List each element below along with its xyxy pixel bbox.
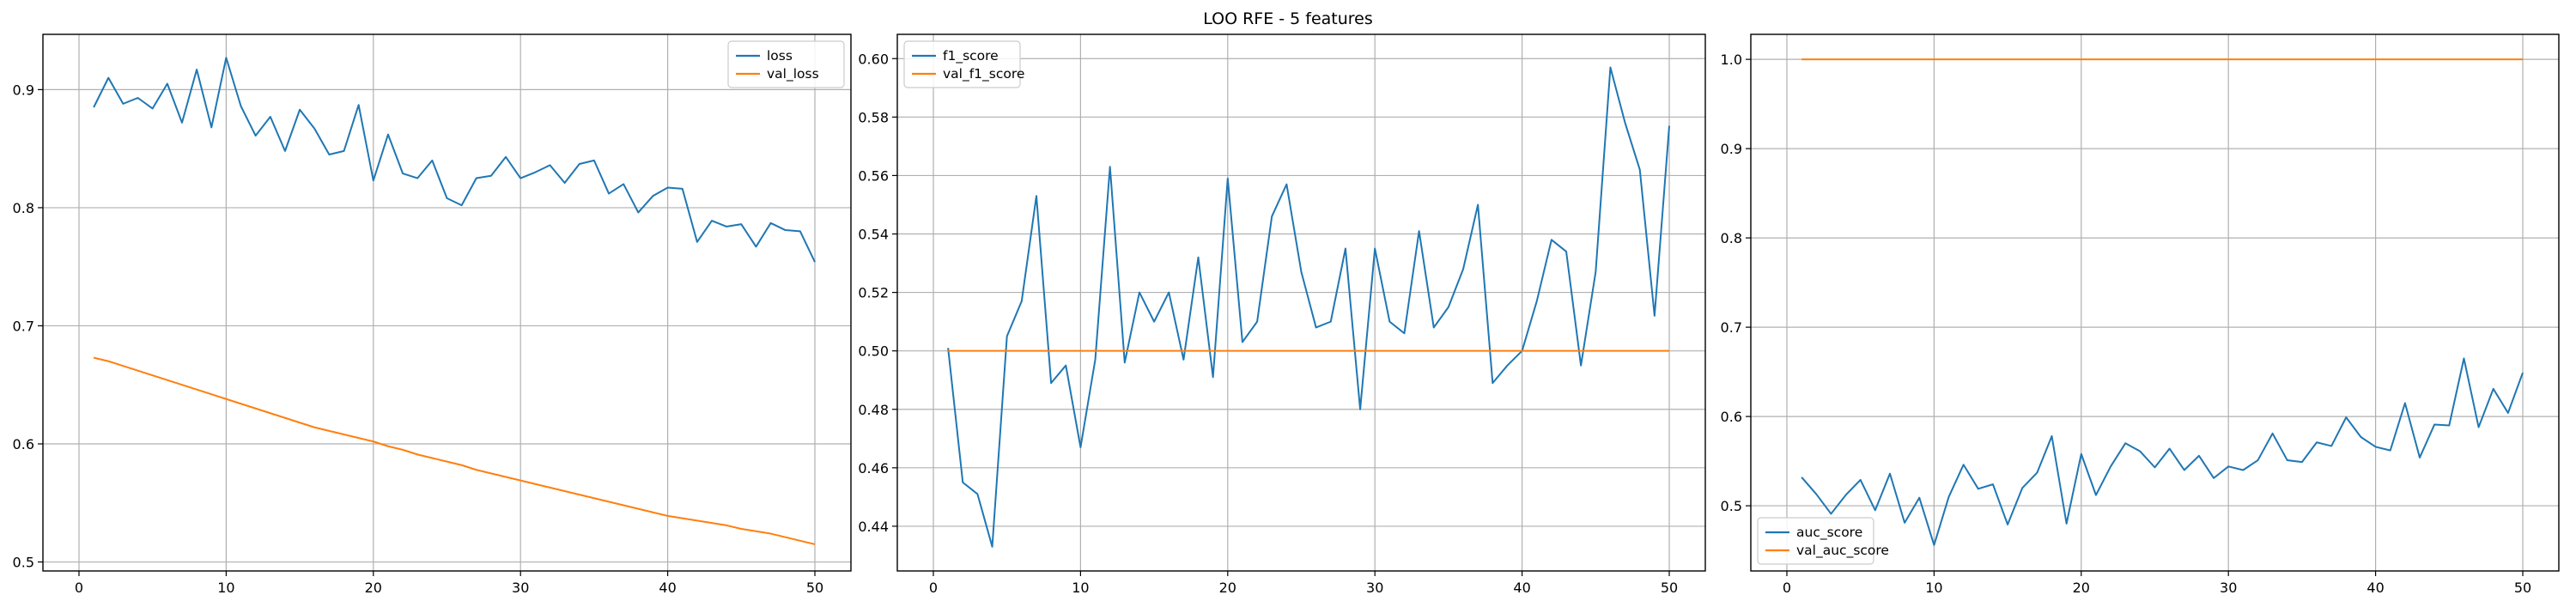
x-tick-label: 50 (806, 580, 823, 596)
x-tick-label: 0 (1783, 580, 1791, 596)
y-tick-label: 0.48 (858, 402, 889, 418)
x-tick-label: 0 (929, 580, 938, 596)
y-tick-label: 0.5 (13, 555, 34, 571)
legend-box (727, 40, 845, 88)
axes-frame (1750, 33, 2560, 572)
legend-label: f1_score (943, 48, 999, 64)
subplot-2: 0 10 20 30 40 50 0.44 0.46 0.48 0.50 0.52 0.54 0.56 0… (858, 33, 1706, 596)
y-tick-label: 0.7 (13, 318, 34, 334)
x-tick-label: 0 (75, 580, 83, 596)
legend: auc_score val_auc_score (1757, 517, 1889, 565)
legend-label: val_f1_score (943, 66, 1024, 82)
series-line-auc_score (1801, 357, 2524, 546)
y-tick-label: 0.54 (858, 227, 889, 243)
y-tick-label: 0.50 (858, 343, 889, 360)
y-tick-label: 0.7 (1721, 319, 1742, 336)
x-tick-label: 20 (2073, 580, 2090, 596)
y-tick-label: 0.8 (1721, 230, 1742, 246)
legend-label: val_loss (767, 66, 819, 82)
x-tick-label: 20 (365, 580, 382, 596)
axes-frame (42, 33, 852, 572)
y-tick-label: 0.56 (858, 167, 889, 184)
legend-label: loss (767, 48, 793, 64)
x-tick-label: 10 (217, 580, 234, 596)
y-tick-label: 1.0 (1721, 52, 1742, 68)
x-tick-label: 40 (1513, 580, 1530, 596)
x-tick-label: 30 (1366, 580, 1383, 596)
y-tick-label: 0.9 (13, 82, 34, 98)
y-tick-label: 0.9 (1721, 141, 1742, 157)
x-tick-label: 50 (2514, 580, 2531, 596)
legend-label: val_auc_score (1796, 543, 1889, 559)
y-tick-label: 0.52 (858, 285, 889, 301)
x-tick-label: 10 (1925, 580, 1942, 596)
y-tick-label: 0.6 (1721, 409, 1742, 425)
x-tick-label: 50 (1661, 580, 1678, 596)
series-line-loss (93, 57, 816, 263)
x-tick-label: 30 (2220, 580, 2237, 596)
x-tick-label: 30 (512, 580, 529, 596)
axes-frame (896, 33, 1706, 572)
series-line-val_loss (93, 356, 816, 545)
figure-title: LOO RFE - 5 features (1203, 9, 1373, 28)
legend-label: auc_score (1796, 525, 1862, 541)
y-tick-label: 0.6 (13, 436, 34, 452)
series-line-f1_score (947, 66, 1671, 548)
y-tick-label: 0.46 (858, 460, 889, 477)
x-tick-label: 40 (2366, 580, 2384, 596)
y-tick-label: 0.8 (13, 200, 34, 216)
y-tick-label: 0.60 (858, 51, 889, 67)
legend: loss val_loss (727, 40, 845, 88)
legend-box (1757, 517, 1874, 565)
x-tick-label: 10 (1072, 580, 1089, 596)
y-tick-label: 0.44 (858, 519, 889, 535)
charts-group: 0 10 20 30 40 50 0.5 0.6 0.7 0.8 0.9 loss val_loss 0 1… (13, 33, 2560, 596)
x-tick-label: 40 (659, 580, 676, 596)
legend-box (903, 40, 1021, 88)
subplot-1: 0 10 20 30 40 50 0.5 0.6 0.7 0.8 0.9 loss val_loss (13, 33, 852, 596)
y-tick-label: 0.5 (1721, 498, 1742, 514)
x-tick-label: 20 (1219, 580, 1236, 596)
subplot-3: 0 10 20 30 40 50 0.5 0.6 0.7 0.8 0.9 1.0 auc_scoreva… (1721, 33, 2560, 596)
legend: f1_score val_f1_score (903, 40, 1024, 88)
y-tick-label: 0.58 (858, 109, 889, 125)
